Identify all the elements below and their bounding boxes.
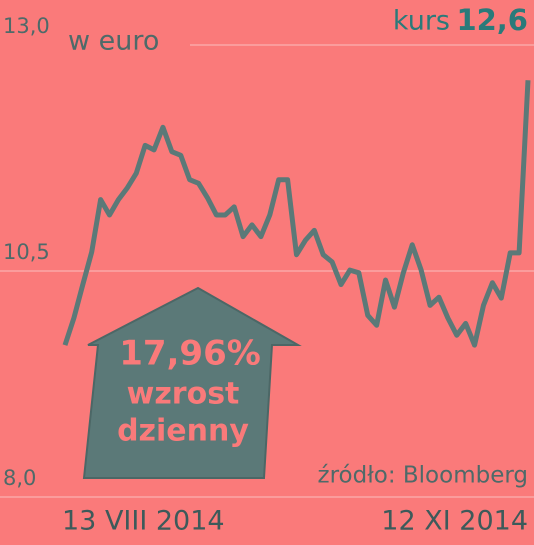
y-tick-label: 13,0 bbox=[3, 14, 50, 38]
x-tick-label: 12 XI 2014 bbox=[381, 506, 528, 537]
price-line bbox=[62, 80, 531, 348]
annotation-line: wzrost bbox=[127, 377, 240, 412]
headline-value: 12,6 bbox=[456, 3, 528, 37]
source: źródło: Bloomberg bbox=[318, 463, 528, 489]
y-tick-label: 10,5 bbox=[3, 240, 50, 264]
y-tick-label: 8,0 bbox=[3, 466, 36, 490]
x-tick-label: 13 VIII 2014 bbox=[62, 506, 225, 537]
arrow-badge bbox=[82, 286, 302, 479]
annotation-value: 17,96% bbox=[119, 334, 261, 374]
annotation-line: dzienny bbox=[117, 414, 249, 449]
unit-label: w euro bbox=[68, 26, 159, 57]
headline-label: kurs bbox=[393, 6, 450, 37]
plot bbox=[62, 80, 531, 348]
